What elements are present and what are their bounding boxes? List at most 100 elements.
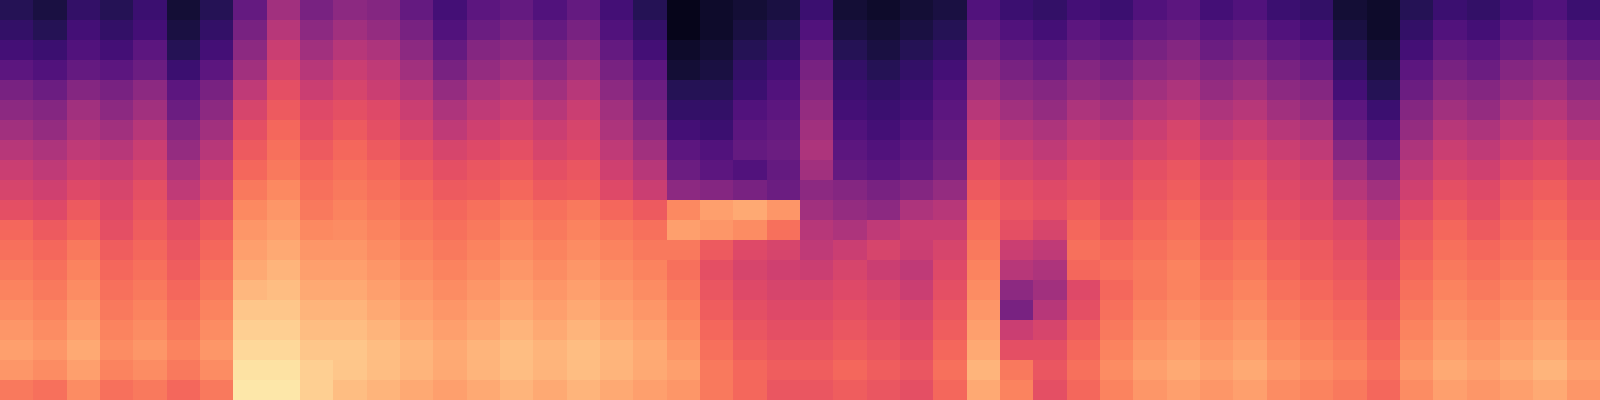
heatmap-cell — [833, 160, 867, 181]
heatmap-cell — [1400, 380, 1434, 400]
heatmap-cell — [0, 160, 34, 181]
heatmap-cell — [1100, 100, 1134, 121]
heatmap-cell — [1000, 380, 1034, 400]
heatmap-cell — [1133, 220, 1167, 241]
heatmap-cell — [1467, 0, 1501, 21]
heatmap-cell — [1433, 160, 1467, 181]
heatmap-cell — [467, 360, 501, 381]
heatmap-cell — [0, 60, 34, 81]
heatmap-cell — [433, 40, 467, 61]
heatmap-cell — [1500, 180, 1534, 201]
heatmap-cell — [1367, 120, 1401, 141]
heatmap-cell — [1167, 120, 1201, 141]
heatmap-cell — [533, 380, 567, 400]
heatmap-cell — [100, 180, 134, 201]
heatmap-cell — [33, 100, 67, 121]
heatmap-cell — [67, 160, 101, 181]
heatmap-cell — [900, 320, 934, 341]
heatmap-cell — [1200, 240, 1234, 261]
heatmap-cell — [933, 60, 967, 81]
heatmap-cell — [1400, 240, 1434, 261]
heatmap-cell — [100, 300, 134, 321]
heatmap-cell — [200, 360, 234, 381]
heatmap-cell — [1100, 200, 1134, 221]
heatmap-cell — [1467, 20, 1501, 41]
heatmap-cell — [900, 100, 934, 121]
heatmap-cell — [167, 360, 201, 381]
heatmap-cell — [967, 360, 1001, 381]
heatmap-cell — [767, 380, 801, 400]
heatmap-cell — [1333, 100, 1367, 121]
heatmap-cell — [433, 80, 467, 101]
heatmap-cell — [600, 380, 634, 400]
heatmap-cell — [900, 200, 934, 221]
heatmap-cell — [333, 280, 367, 301]
heatmap-cell — [567, 340, 601, 361]
heatmap-cell — [400, 240, 434, 261]
heatmap-cell — [400, 260, 434, 281]
heatmap-cell — [0, 20, 34, 41]
heatmap-cell — [967, 320, 1001, 341]
heatmap-cell — [500, 280, 534, 301]
heatmap-cell — [767, 160, 801, 181]
heatmap-cell — [567, 40, 601, 61]
heatmap-cell — [1533, 360, 1567, 381]
heatmap-cell — [1567, 200, 1600, 221]
heatmap-cell — [467, 0, 501, 21]
heatmap-cell — [1033, 0, 1067, 21]
heatmap-cell — [367, 160, 401, 181]
heatmap-cell — [967, 380, 1001, 400]
heatmap-cell — [1033, 140, 1067, 161]
heatmap-cell — [1133, 240, 1167, 261]
heatmap-cell — [1000, 240, 1034, 261]
heatmap-cell — [1033, 240, 1067, 261]
heatmap-cell — [933, 120, 967, 141]
heatmap-cell — [700, 20, 734, 41]
heatmap-cell — [300, 300, 334, 321]
heatmap-cell — [1167, 360, 1201, 381]
heatmap-cell — [1033, 80, 1067, 101]
heatmap-cell — [600, 40, 634, 61]
heatmap-cell — [133, 60, 167, 81]
heatmap-cell — [1133, 300, 1167, 321]
heatmap-cell — [533, 40, 567, 61]
heatmap-cell — [1567, 380, 1600, 400]
heatmap-cell — [567, 300, 601, 321]
heatmap-cell — [767, 260, 801, 281]
heatmap-cell — [200, 20, 234, 41]
heatmap-cell — [433, 0, 467, 21]
heatmap-cell — [1433, 240, 1467, 261]
heatmap-cell — [867, 340, 901, 361]
heatmap-cell — [1267, 140, 1301, 161]
heatmap-cell — [600, 0, 634, 21]
heatmap-cell — [533, 120, 567, 141]
heatmap-cell — [533, 320, 567, 341]
heatmap-cell — [367, 80, 401, 101]
heatmap-cell — [133, 360, 167, 381]
heatmap-cell — [967, 260, 1001, 281]
heatmap-cell — [100, 200, 134, 221]
heatmap-cell — [67, 340, 101, 361]
heatmap-cell — [700, 360, 734, 381]
heatmap-cell — [1467, 160, 1501, 181]
heatmap-cell — [367, 0, 401, 21]
heatmap-cell — [1400, 0, 1434, 21]
heatmap-cell — [1167, 100, 1201, 121]
heatmap-cell — [0, 0, 34, 21]
heatmap-cell — [1233, 60, 1267, 81]
heatmap-cell — [567, 200, 601, 221]
heatmap-cell — [133, 240, 167, 261]
heatmap-cell — [1233, 180, 1267, 201]
heatmap-cell — [400, 200, 434, 221]
heatmap-cell — [1200, 80, 1234, 101]
heatmap-cell — [267, 300, 301, 321]
heatmap-cell — [300, 360, 334, 381]
heatmap-cell — [833, 0, 867, 21]
heatmap-cell — [1133, 280, 1167, 301]
heatmap-cell — [1500, 300, 1534, 321]
heatmap-cell — [733, 180, 767, 201]
heatmap-cell — [900, 80, 934, 101]
heatmap-cell — [100, 100, 134, 121]
heatmap-cell — [100, 40, 134, 61]
heatmap-cell — [500, 360, 534, 381]
